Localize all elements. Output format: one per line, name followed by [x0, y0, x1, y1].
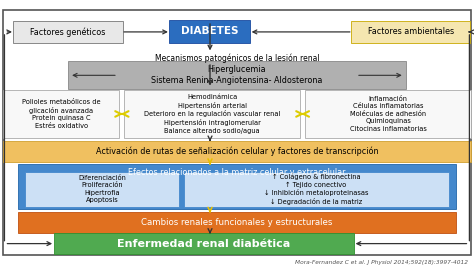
Text: Factores ambientales: Factores ambientales [367, 27, 454, 36]
FancyBboxPatch shape [3, 10, 471, 255]
Text: Inflamación
Células inflamatorias
Moléculas de adhesión
Quimioquinas
Citocinas i: Inflamación Células inflamatorias Molécu… [350, 96, 427, 132]
FancyBboxPatch shape [305, 90, 471, 138]
Text: Efectos relacionados a la matriz celular y extracelular: Efectos relacionados a la matriz celular… [128, 168, 346, 177]
Text: Polioles metabólicos de
glicación avanzada
Protein quinasa C
Estrés oxidativo: Polioles metabólicos de glicación avanza… [22, 99, 100, 129]
Text: ↑ Colágeno & fibronectina
↑ Tejido conectivo
↓ Inhibición metaloproteinasas
↓ De: ↑ Colágeno & fibronectina ↑ Tejido conec… [264, 173, 368, 205]
Text: Hemodinámica
Hipertensión arterial
Deterioro en la regulación vascular renal
Hip: Hemodinámica Hipertensión arterial Deter… [144, 94, 280, 134]
FancyBboxPatch shape [351, 21, 470, 43]
Text: Enfermedad renal diabética: Enfermedad renal diabética [117, 239, 291, 249]
FancyBboxPatch shape [18, 164, 456, 209]
Text: Diferenciación
Proliferación
Hipertrofia
Apoptosis: Diferenciación Proliferación Hipertrofia… [78, 175, 126, 203]
FancyBboxPatch shape [3, 90, 119, 138]
Text: Activación de rutas de señalización celular y factores de transcripción: Activación de rutas de señalización celu… [96, 146, 378, 156]
FancyBboxPatch shape [125, 90, 300, 138]
FancyBboxPatch shape [183, 172, 448, 207]
Text: Factores genéticos: Factores genéticos [30, 27, 106, 36]
FancyBboxPatch shape [18, 212, 456, 233]
FancyBboxPatch shape [68, 61, 406, 89]
Text: Cambios renales funcionales y estructurales: Cambios renales funcionales y estructura… [141, 218, 333, 227]
Text: Mecanismos patogénicos de la lesión renal: Mecanismos patogénicos de la lesión rena… [155, 53, 319, 63]
FancyBboxPatch shape [13, 21, 123, 43]
Text: Mora-Fernandez C et al. J Physiol 2014;592(18):3997-4012: Mora-Fernandez C et al. J Physiol 2014;5… [295, 260, 468, 265]
Text: Hiperglucemia
Sistema Renina-Angiotensina- Aldosterona: Hiperglucemia Sistema Renina-Angiotensin… [151, 65, 323, 85]
FancyBboxPatch shape [25, 172, 179, 207]
FancyBboxPatch shape [169, 20, 250, 43]
Text: DIABETES: DIABETES [181, 26, 238, 36]
FancyBboxPatch shape [54, 233, 354, 254]
FancyBboxPatch shape [3, 141, 471, 161]
